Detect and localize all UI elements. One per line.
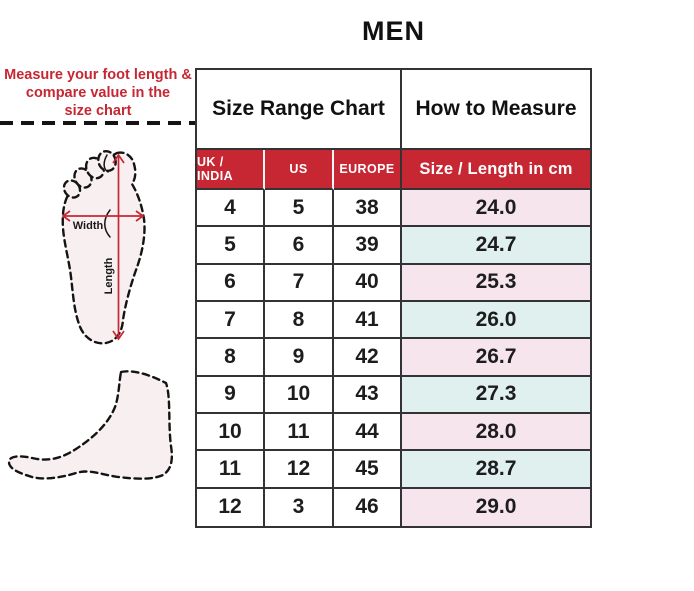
cell-uk-india: 5 [197, 227, 265, 265]
cell-us: 7 [265, 264, 334, 302]
cell-europe: 46 [334, 488, 402, 526]
cell-uk-india: 9 [197, 376, 265, 414]
cell-uk-india: 4 [197, 190, 265, 228]
cell-length-cm: 27.3 [402, 376, 590, 414]
cell-length-cm: 28.0 [402, 413, 590, 452]
instruction-text: Measure your foot length & compare value… [0, 66, 196, 120]
cell-us: 12 [265, 451, 334, 489]
size-table: Size Range Chart How to Measure UK / IND… [195, 68, 592, 528]
cell-uk-india: 11 [197, 451, 265, 489]
length-arrow [112, 153, 125, 341]
foot-side-view-illustration [7, 370, 174, 480]
instruction-line-3: size chart [64, 103, 132, 119]
width-label: Width [73, 220, 104, 232]
column-header-us: US [265, 150, 334, 190]
cell-length-cm: 24.0 [402, 190, 590, 228]
instruction-line-1: Measure your foot length & [4, 67, 192, 83]
cell-europe: 42 [334, 339, 402, 377]
cell-europe: 39 [334, 227, 402, 265]
cell-europe: 43 [334, 376, 402, 414]
cell-length-cm: 26.7 [402, 339, 590, 377]
instruction-line-2: compare value in the [25, 85, 171, 101]
cell-uk-india: 10 [197, 413, 265, 452]
header-size-range-chart: Size Range Chart [197, 70, 402, 150]
cell-europe: 45 [334, 451, 402, 489]
dashed-divider-line [0, 121, 197, 125]
header-how-to-measure: How to Measure [402, 70, 590, 150]
cell-europe: 44 [334, 413, 402, 452]
width-arrow [61, 210, 145, 222]
cell-length-cm: 24.7 [402, 227, 590, 265]
cell-us: 9 [265, 339, 334, 377]
toe-second [97, 149, 117, 173]
page-title: MEN [362, 16, 425, 46]
cell-us: 10 [265, 376, 334, 414]
cell-uk-india: 12 [197, 488, 265, 526]
foot-top-view-illustration [61, 149, 146, 345]
column-header-europe: EUROPE [334, 150, 402, 190]
cell-europe: 41 [334, 301, 402, 340]
cell-length-cm: 29.0 [402, 488, 590, 526]
foot-measurement-illustration: Width Length [7, 149, 174, 480]
column-header-uk-india: UK / INDIA [197, 150, 265, 190]
cell-us: 6 [265, 227, 334, 265]
cell-us: 5 [265, 190, 334, 228]
cell-length-cm: 28.7 [402, 451, 590, 489]
cell-europe: 40 [334, 264, 402, 302]
cell-europe: 38 [334, 190, 402, 228]
toe-curl-detail [103, 154, 109, 173]
cell-uk-india: 8 [197, 339, 265, 377]
arch-detail [104, 209, 111, 238]
cell-us: 3 [265, 488, 334, 526]
column-header-size-length-cm: Size / Length in cm [402, 150, 590, 190]
cell-uk-india: 7 [197, 301, 265, 340]
cell-length-cm: 25.3 [402, 264, 590, 302]
length-label: Length [103, 257, 115, 294]
cell-length-cm: 26.0 [402, 301, 590, 340]
cell-us: 8 [265, 301, 334, 340]
cell-us: 11 [265, 413, 334, 452]
cell-uk-india: 6 [197, 264, 265, 302]
